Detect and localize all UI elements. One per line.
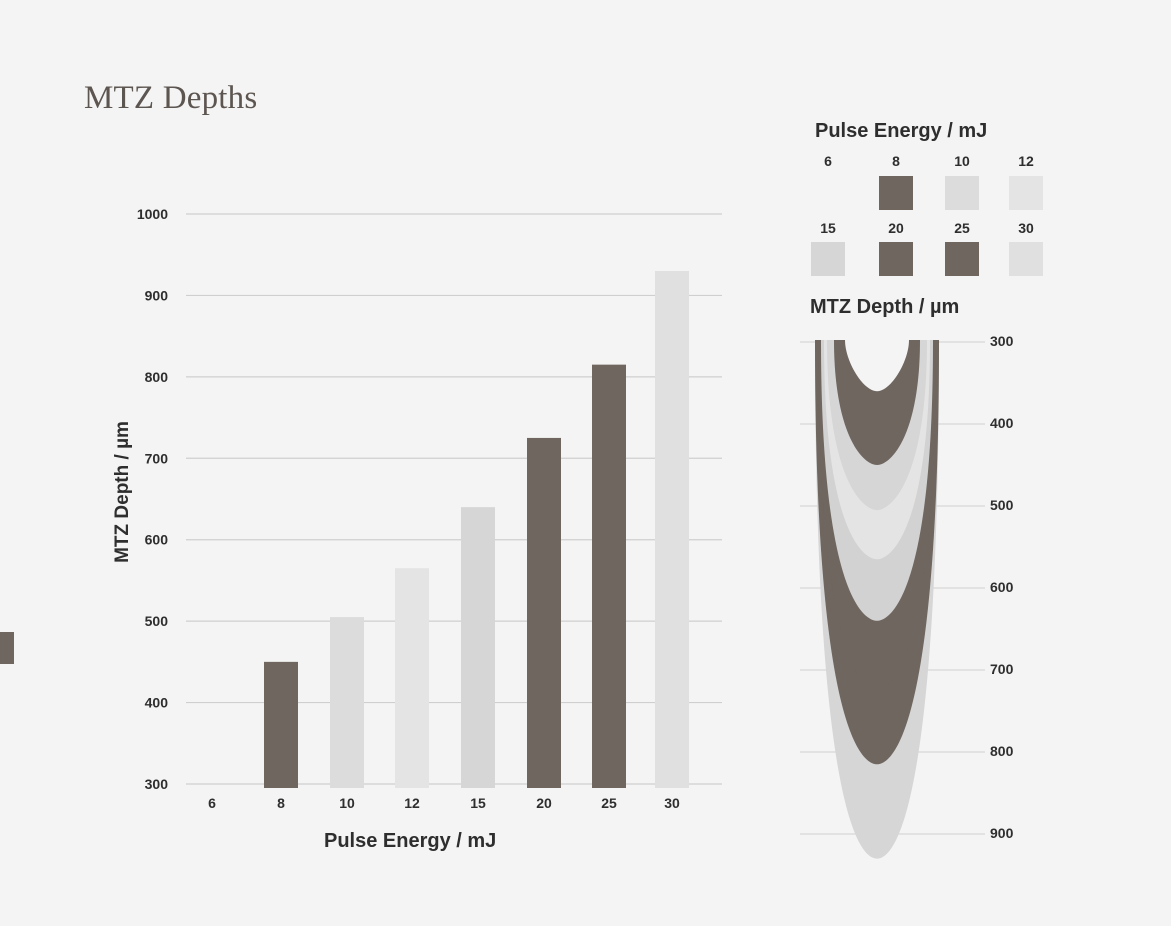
y-tick-label: 300	[145, 776, 169, 792]
legend-label: 12	[1018, 153, 1034, 169]
legend-swatch	[1009, 242, 1043, 276]
legend-label: 10	[954, 153, 970, 169]
bar	[395, 568, 429, 788]
depth-tick-label: 700	[990, 661, 1014, 677]
depth-tick-label: 900	[990, 825, 1014, 841]
x-tick-label: 6	[208, 795, 216, 811]
depth-layer	[845, 340, 909, 392]
legend-swatch	[945, 242, 979, 276]
y-tick-label: 1000	[137, 206, 168, 222]
bar	[461, 507, 495, 788]
x-tick-label: 20	[536, 795, 552, 811]
legend-label: 15	[820, 220, 836, 236]
depth-tick-label: 400	[990, 415, 1014, 431]
bar	[264, 661, 298, 788]
legend-label: 8	[892, 153, 900, 169]
legend-swatch	[1009, 176, 1043, 210]
legend-title: Pulse Energy / mJ	[815, 120, 988, 142]
depth-tick-label: 800	[990, 743, 1014, 759]
legend-swatch	[811, 242, 845, 276]
y-tick-label: 400	[145, 695, 169, 711]
legend-swatch	[811, 176, 845, 210]
legend-label: 20	[888, 220, 904, 236]
bar	[655, 271, 689, 788]
margin-mark	[0, 632, 14, 664]
x-tick-label: 8	[277, 795, 285, 811]
x-tick-label: 12	[404, 795, 420, 811]
legend-label: 6	[824, 153, 832, 169]
y-tick-label: 600	[145, 532, 169, 548]
depth-tick-label: 500	[990, 497, 1014, 513]
depth-tick-label: 600	[990, 579, 1014, 595]
x-tick-label: 10	[339, 795, 355, 811]
depth-chart-title: MTZ Depth / µm	[810, 296, 960, 318]
y-tick-label: 900	[145, 287, 169, 303]
bar	[330, 617, 364, 788]
page-title: MTZ Depths	[84, 80, 258, 116]
bar	[527, 437, 561, 788]
x-axis-label: Pulse Energy / mJ	[324, 830, 497, 852]
x-tick-label: 30	[664, 795, 680, 811]
legend-swatch	[879, 242, 913, 276]
y-tick-label: 700	[145, 450, 169, 466]
legend-swatch	[945, 176, 979, 210]
legend-swatch	[879, 176, 913, 210]
bar	[592, 364, 626, 788]
legend-label: 25	[954, 220, 970, 236]
y-tick-label: 500	[145, 613, 169, 629]
legend-label: 30	[1018, 220, 1034, 236]
depth-tick-label: 300	[990, 333, 1014, 349]
x-tick-label: 15	[470, 795, 486, 811]
x-tick-label: 25	[601, 795, 617, 811]
y-tick-label: 800	[145, 369, 169, 385]
